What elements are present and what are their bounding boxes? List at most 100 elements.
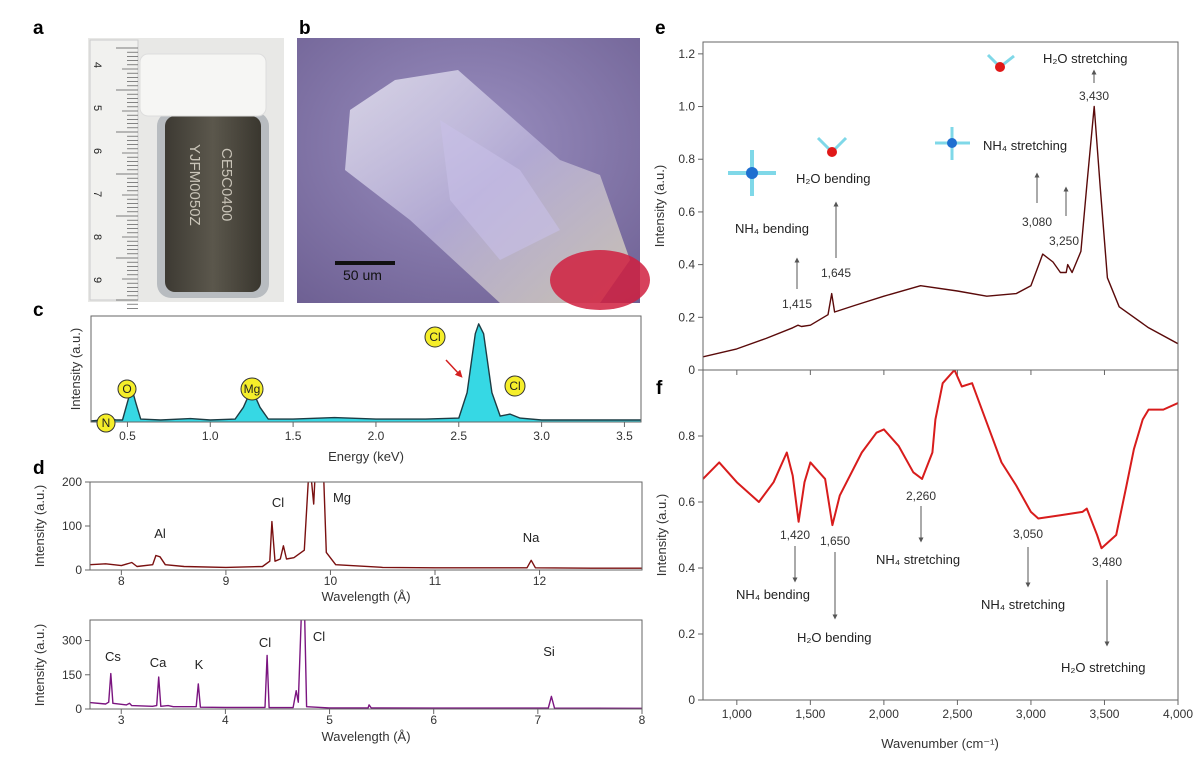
photo-crystal-micrograph: 50 um (297, 38, 650, 310)
panel-label-b: b (299, 18, 311, 39)
x-tick-label: 3 (118, 713, 125, 727)
x-tick-label: 2,500 (942, 707, 972, 721)
y-tick-label: 0 (75, 702, 82, 716)
label-3480: 3,480 (1092, 555, 1122, 569)
vial-label-1: CE5C0400 (218, 148, 235, 221)
x-tick-label: 1.0 (202, 429, 219, 443)
y-tick-label: 0.4 (678, 258, 695, 272)
x-tick-label: 3,000 (1016, 707, 1046, 721)
y-axis-label: Intensity (a.u.) (32, 624, 47, 706)
label-h2o-bending: H₂O bending (796, 171, 870, 186)
x-tick-label: 6 (430, 713, 437, 727)
x-axis-label: Wavenumber (cm⁻¹) (881, 736, 999, 751)
label-nh4-stretching-2: NH₄ stretching (981, 597, 1065, 612)
y-tick-label: 150 (62, 668, 82, 682)
red-arrow (445, 359, 463, 378)
vial-cap (139, 53, 267, 117)
xrf-peak-labels: Al Cl Mg Na Cs Ca K Cl Cl Si (105, 490, 555, 672)
y-tick-label: 200 (62, 475, 82, 489)
photo-sample-vial: 4 5 6 7 8 9 CE5C0400 YJFM0050Z (88, 38, 284, 309)
y-tick-label: 1.2 (678, 47, 695, 61)
y-tick-label: 0.4 (678, 561, 695, 575)
vial-label-2: YJFM0050Z (186, 144, 203, 226)
label-3250: 3,250 (1049, 234, 1079, 248)
x-tick-label: 8 (639, 713, 646, 727)
ruler-numbers: 4 5 6 7 8 9 (91, 62, 103, 283)
x-tick-label: 10 (324, 574, 338, 588)
element-badge-cl: Cl (424, 326, 446, 348)
label-2260: 2,260 (906, 489, 936, 503)
label-1420: 1,420 (780, 528, 810, 542)
panel-label-e: e (655, 18, 666, 39)
x-tick-label: 1.5 (285, 429, 302, 443)
x-tick-label: 2,000 (869, 707, 899, 721)
spectrum-line (90, 620, 642, 709)
axes-frame (89, 619, 643, 710)
spectrum-line (90, 482, 642, 569)
x-tick-label: 3.5 (616, 429, 633, 443)
spectrum-area (91, 323, 641, 422)
peak-label-mg: Mg (333, 490, 351, 505)
chart-f: 1,000 1,500 2,000 2,500 3,000 3,500 4,000 0 0.2 0… (654, 369, 1193, 751)
svg-text:Mg: Mg (244, 382, 261, 396)
chart-c: 0.5 1.0 1.5 2.0 2.5 3.0 3.5 Energy (keV) Intensi… (68, 315, 642, 464)
svg-text:O: O (122, 382, 131, 396)
ruler-number: 5 (91, 105, 103, 111)
x-tick-label: 2.0 (368, 429, 385, 443)
y-axis-label: Intensity (a.u.) (68, 328, 83, 410)
panel-label-d: d (33, 458, 45, 479)
panel-label-c: c (33, 300, 44, 321)
y-tick-label: 0.6 (678, 495, 695, 509)
x-tick-label: 5 (326, 713, 333, 727)
ruler-number: 7 (91, 191, 103, 197)
peak-label-na: Na (523, 530, 540, 545)
y-axis-label: Intensity (a.u.) (652, 165, 667, 247)
ruler-ticks (116, 47, 138, 309)
element-badge-mg: Mg (240, 377, 264, 401)
y-axis-label: Intensity (a.u.) (654, 494, 669, 576)
spectrum-line (703, 105, 1178, 358)
x-tick-label: 1,500 (795, 707, 825, 721)
y-tick-label: 0.2 (678, 627, 695, 641)
charts: 0.5 1.0 1.5 2.0 2.5 3.0 3.5 Energy (keV) Intensi… (32, 41, 1193, 751)
chart-d-bottom: 3 4 5 6 7 8 0 150 300 Wavelength (Å) Intensity (a.… (32, 619, 646, 744)
x-tick-label: 3.0 (533, 429, 550, 443)
y-tick-label: 0.8 (678, 152, 695, 166)
label-3050: 3,050 (1013, 527, 1043, 541)
element-badge-cl-2: Cl (504, 375, 526, 397)
y-tick-label: 300 (62, 634, 82, 648)
y-tick-label: 0 (75, 563, 82, 577)
x-tick-label: 9 (223, 574, 230, 588)
label-nh4-stretching: NH₄ stretching (983, 138, 1067, 153)
chart-d-top: 8 9 10 11 12 0 100 200 Wavelength (Å) Intensity (… (32, 475, 643, 604)
peak-label-cl: Cl (259, 635, 271, 650)
ir-annotations: 1,420 1,650 NH₄ bending H₂O bending 2,26… (736, 489, 1146, 675)
svg-text:Cl: Cl (509, 379, 520, 393)
x-tick-label: 0.5 (119, 429, 136, 443)
y-tick-label: 100 (62, 519, 82, 533)
water-molecule-icon (986, 53, 1015, 72)
svg-text:N: N (102, 416, 111, 430)
x-tick-label: 7 (535, 713, 542, 727)
label-h2o-bending: H₂O bending (797, 630, 871, 645)
svg-text:Cl: Cl (429, 330, 440, 344)
peak-label-k: K (195, 657, 204, 672)
peak-label-cl: Cl (272, 495, 284, 510)
scale-bar-label: 50 um (343, 267, 382, 283)
label-nh4-stretching: NH₄ stretching (876, 552, 960, 567)
ammonium-molecule-icon (935, 127, 970, 160)
x-tick-label: 8 (118, 574, 125, 588)
panel-label-f: f (656, 378, 663, 399)
y-tick-label: 0.2 (678, 310, 695, 324)
y-axis-label: Intensity (a.u.) (32, 485, 47, 567)
peak-label-al: Al (154, 526, 166, 541)
y-tick-label: 0.6 (678, 205, 695, 219)
x-axis-label: Wavelength (Å) (321, 589, 410, 604)
peak-label-cl-2: Cl (313, 629, 325, 644)
x-tick-label: 4,000 (1163, 707, 1193, 721)
x-tick-label: 1,000 (722, 707, 752, 721)
label-1645: 1,645 (821, 266, 851, 280)
x-tick-label: 12 (533, 574, 547, 588)
water-molecule-icon (816, 136, 848, 157)
